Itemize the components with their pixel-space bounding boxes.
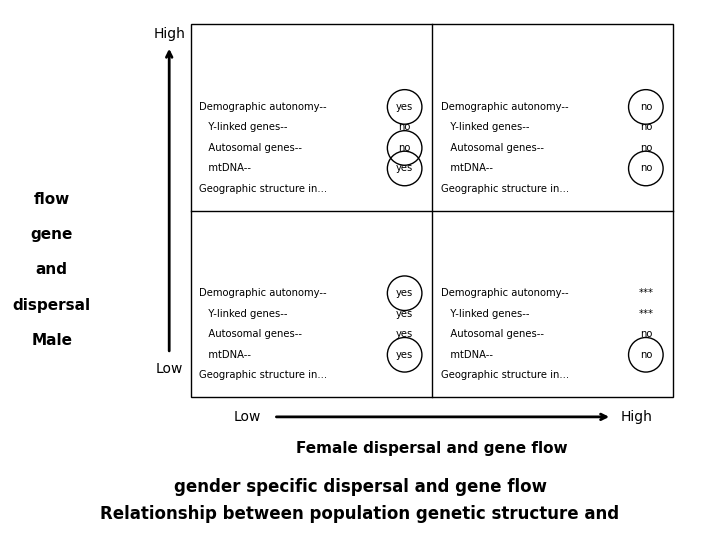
Text: Y-linked genes--: Y-linked genes-- — [441, 309, 529, 319]
Text: Low: Low — [233, 410, 261, 424]
Text: Autosomal genes--: Autosomal genes-- — [441, 329, 544, 339]
Text: no: no — [398, 123, 411, 132]
Text: Demographic autonomy--: Demographic autonomy-- — [441, 288, 568, 298]
Text: Geographic structure in...: Geographic structure in... — [199, 184, 328, 194]
Bar — [191, 24, 673, 397]
Text: no: no — [639, 123, 652, 132]
Text: yes: yes — [396, 309, 413, 319]
Text: yes: yes — [396, 329, 413, 339]
Text: Male: Male — [32, 333, 72, 348]
Text: ***: *** — [639, 309, 653, 319]
Text: mtDNA--: mtDNA-- — [199, 350, 251, 360]
Text: no: no — [639, 102, 652, 112]
Text: High: High — [153, 27, 185, 41]
Text: Y-linked genes--: Y-linked genes-- — [441, 123, 529, 132]
Text: gender specific dispersal and gene flow: gender specific dispersal and gene flow — [174, 478, 546, 496]
Text: mtDNA--: mtDNA-- — [441, 350, 492, 360]
Text: no: no — [639, 350, 652, 360]
Text: Demographic autonomy--: Demographic autonomy-- — [199, 102, 327, 112]
Text: Low: Low — [156, 362, 183, 376]
Text: and: and — [36, 262, 68, 278]
Text: Geographic structure in...: Geographic structure in... — [441, 370, 569, 380]
Text: no: no — [639, 164, 652, 173]
Text: ***: *** — [639, 288, 653, 298]
Text: Autosomal genes--: Autosomal genes-- — [199, 329, 302, 339]
Text: Demographic autonomy--: Demographic autonomy-- — [441, 102, 568, 112]
Text: mtDNA--: mtDNA-- — [199, 164, 251, 173]
Text: yes: yes — [396, 164, 413, 173]
Text: Female dispersal and gene flow: Female dispersal and gene flow — [296, 441, 568, 456]
Text: Geographic structure in...: Geographic structure in... — [441, 184, 569, 194]
Text: Y-linked genes--: Y-linked genes-- — [199, 309, 288, 319]
Text: High: High — [621, 410, 652, 424]
Text: dispersal: dispersal — [13, 298, 91, 313]
Text: gene: gene — [31, 227, 73, 242]
Text: no: no — [639, 143, 652, 153]
Text: mtDNA--: mtDNA-- — [441, 164, 492, 173]
Text: no: no — [398, 143, 411, 153]
Text: Autosomal genes--: Autosomal genes-- — [441, 143, 544, 153]
Text: Geographic structure in...: Geographic structure in... — [199, 370, 328, 380]
Text: Y-linked genes--: Y-linked genes-- — [199, 123, 288, 132]
Text: no: no — [639, 329, 652, 339]
Text: flow: flow — [34, 192, 70, 207]
Text: yes: yes — [396, 288, 413, 298]
Text: yes: yes — [396, 350, 413, 360]
Text: Demographic autonomy--: Demographic autonomy-- — [199, 288, 327, 298]
Text: Relationship between population genetic structure and: Relationship between population genetic … — [100, 505, 620, 523]
Text: Autosomal genes--: Autosomal genes-- — [199, 143, 302, 153]
Text: yes: yes — [396, 102, 413, 112]
